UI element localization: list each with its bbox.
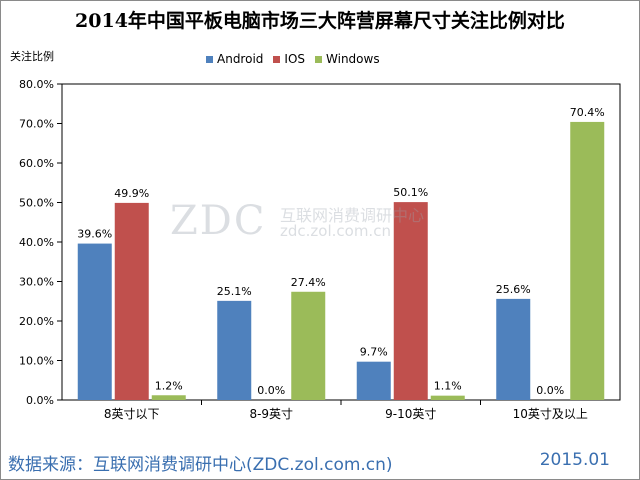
y-tick-label: 40.0%	[19, 236, 54, 249]
bar-android	[217, 300, 252, 400]
bar-windows	[430, 395, 465, 400]
data-label: 1.2%	[155, 379, 183, 392]
footer-source: 数据来源：互联网消费调研中心(ZDC.zol.com.cn)	[8, 455, 393, 475]
data-label: 49.9%	[114, 187, 149, 200]
legend-swatch-android	[206, 55, 213, 63]
x-tick-label: 10英寸及以上	[513, 407, 588, 421]
chart-title: 2014年中国平板电脑市场三大阵营屏幕尺寸关注比例对比	[75, 10, 565, 32]
y-tick-label: 60.0%	[19, 157, 54, 170]
legend-item-windows: Windows	[315, 52, 380, 66]
data-label: 0.0%	[257, 384, 285, 397]
bar-windows	[291, 291, 326, 400]
y-tick-label: 50.0%	[19, 197, 54, 210]
legend: Android IOS Windows	[206, 52, 380, 66]
y-tick-label: 80.0%	[19, 78, 54, 91]
bar-android	[77, 243, 112, 400]
data-label: 1.1%	[434, 380, 462, 393]
y-tick-label: 10.0%	[19, 355, 54, 368]
legend-label-android: Android	[217, 52, 264, 66]
y-tick-label: 0.0%	[26, 394, 54, 407]
legend-label-windows: Windows	[326, 52, 380, 66]
legend-swatch-ios	[273, 55, 281, 63]
footer-date: 2015.01	[539, 450, 610, 470]
data-label: 25.6%	[496, 283, 531, 296]
bar-android	[496, 298, 531, 400]
y-axis-label: 关注比例	[10, 50, 54, 63]
legend-item-ios: IOS	[273, 52, 305, 66]
bar-windows	[151, 395, 186, 400]
y-tick-label: 20.0%	[19, 315, 54, 328]
data-label: 0.0%	[536, 384, 564, 397]
y-tick-label: 70.0%	[19, 118, 54, 131]
x-tick-label: 9-10英寸	[385, 407, 436, 421]
legend-swatch-windows	[315, 55, 323, 63]
data-label: 27.4%	[291, 276, 326, 289]
bar-windows	[570, 121, 605, 401]
data-label: 39.6%	[77, 228, 112, 241]
data-label: 9.7%	[360, 346, 388, 359]
x-tick-label: 8英寸以下	[104, 407, 160, 421]
legend-label-ios: IOS	[284, 52, 306, 66]
bar-android	[356, 361, 391, 400]
x-tick-label: 8-9英寸	[249, 407, 293, 421]
data-label: 25.1%	[217, 285, 252, 298]
data-label: 50.1%	[393, 186, 428, 199]
bar-ios	[114, 202, 149, 400]
legend-item-android: Android	[206, 52, 263, 66]
bar-ios	[393, 202, 428, 400]
y-tick-label: 30.0%	[19, 276, 54, 289]
data-label: 70.4%	[570, 106, 605, 119]
